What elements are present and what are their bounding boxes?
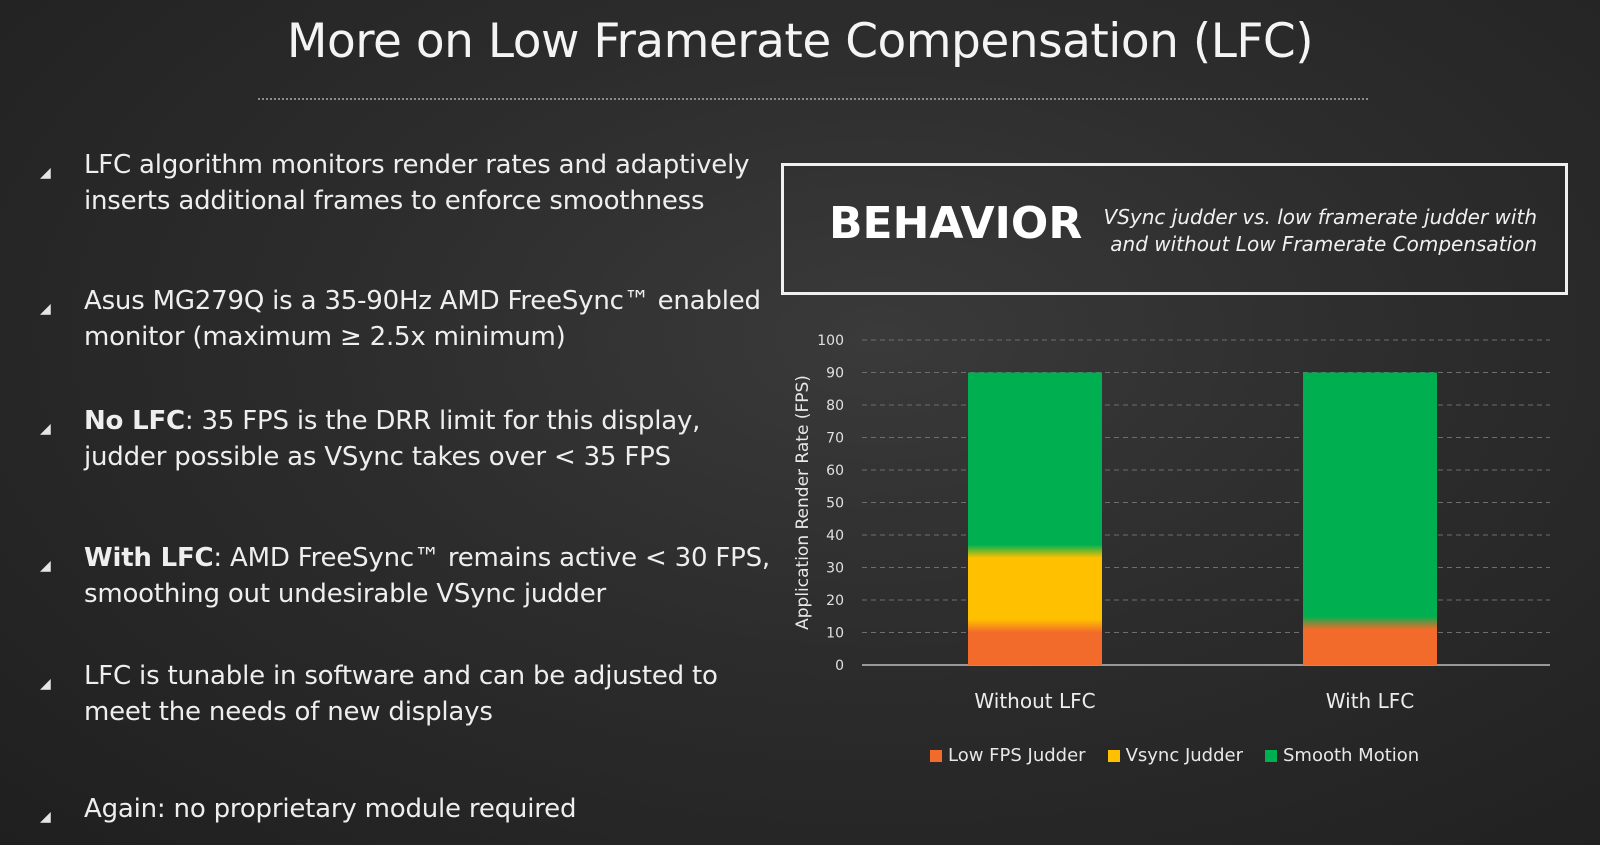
legend-label: Low FPS Judder (948, 745, 1086, 766)
bullet-item: ◢ No LFC: 35 FPS is the DRR limit for th… (40, 403, 780, 475)
bar-without-lfc (968, 372, 1102, 665)
behavior-box: BEHAVIOR VSync judder vs. low framerate … (781, 163, 1568, 295)
y-tick-label: 90 (826, 366, 844, 382)
y-tick-label: 20 (826, 593, 844, 609)
bullet-text: LFC is tunable in software and can be ad… (84, 661, 718, 727)
bullet-item: ◢ LFC algorithm monitors render rates an… (40, 147, 780, 219)
legend-item: Smooth Motion (1265, 745, 1419, 766)
slide-title: More on Low Framerate Compensation (LFC) (286, 14, 1314, 69)
y-tick-label: 40 (826, 528, 844, 544)
bullet-triangle-icon: ◢ (40, 676, 51, 692)
bullet-text: : 35 FPS is the DRR limit for this displ… (84, 406, 701, 472)
bullet-bold: No LFC (84, 406, 185, 436)
bullet-triangle-icon: ◢ (40, 165, 51, 181)
legend-item: Low FPS Judder (930, 745, 1086, 766)
chart-bars (968, 372, 1437, 665)
bullet-triangle-icon: ◢ (40, 809, 51, 825)
y-tick-label: 70 (826, 431, 844, 447)
legend-label: Vsync Judder (1125, 745, 1243, 766)
bullet-triangle-icon: ◢ (40, 558, 51, 574)
title-divider (258, 98, 1368, 100)
y-tick-label: 50 (826, 496, 844, 512)
x-tick-label: With LFC (1326, 689, 1414, 713)
chart-y-ticks: 0 10 20 30 40 50 60 70 80 90 100 (817, 333, 844, 674)
bullet-bold: With LFC (84, 543, 214, 573)
legend-swatch (1265, 749, 1277, 762)
bullet-item: ◢ Again: no proprietary module required (40, 791, 780, 827)
y-tick-label: 60 (826, 463, 844, 479)
bullet-item: ◢ LFC is tunable in software and can be … (40, 658, 780, 730)
bullet-triangle-icon: ◢ (40, 421, 51, 437)
bullet-text: Again: no proprietary module required (84, 794, 577, 824)
y-tick-label: 100 (817, 333, 844, 349)
y-tick-label: 0 (835, 658, 844, 674)
chart-legend: Low FPS Judder Vsync Judder Smooth Motio… (930, 745, 1419, 766)
bullet-item: ◢ With LFC: AMD FreeSync™ remains active… (40, 540, 780, 612)
behavior-subtitle: VSync judder vs. low framerate judder wi… (1103, 205, 1537, 256)
legend-swatch (1107, 749, 1120, 762)
y-tick-label: 10 (826, 626, 844, 642)
bullet-triangle-icon: ◢ (40, 301, 51, 317)
bullet-text: Asus MG279Q is a 35-90Hz AMD FreeSync™ e… (84, 286, 761, 352)
stacked-bar-chart: 0 10 20 30 40 50 60 70 80 90 100 Without LFC With L… (793, 333, 1550, 713)
bar-with-lfc (1303, 372, 1437, 665)
chart-grid (862, 339, 1550, 666)
legend-item: Vsync Judder (1107, 745, 1243, 766)
bullet-item: ◢ Asus MG279Q is a 35-90Hz AMD FreeSync™… (40, 283, 780, 355)
bullet-text: LFC algorithm monitors render rates and … (84, 150, 750, 216)
legend-label: Smooth Motion (1283, 745, 1420, 766)
x-tick-label: Without LFC (974, 689, 1095, 713)
bullet-text: : AMD FreeSync™ remains active < 30 FPS,… (84, 543, 771, 609)
y-tick-label: 80 (826, 398, 844, 414)
chart-y-axis-label: Application Render Rate (FPS) (793, 375, 813, 630)
behavior-heading: BEHAVIOR (829, 198, 1083, 249)
chart-x-ticks: Without LFC With LFC (974, 689, 1414, 713)
y-tick-label: 30 (826, 561, 844, 577)
legend-swatch (930, 749, 942, 762)
